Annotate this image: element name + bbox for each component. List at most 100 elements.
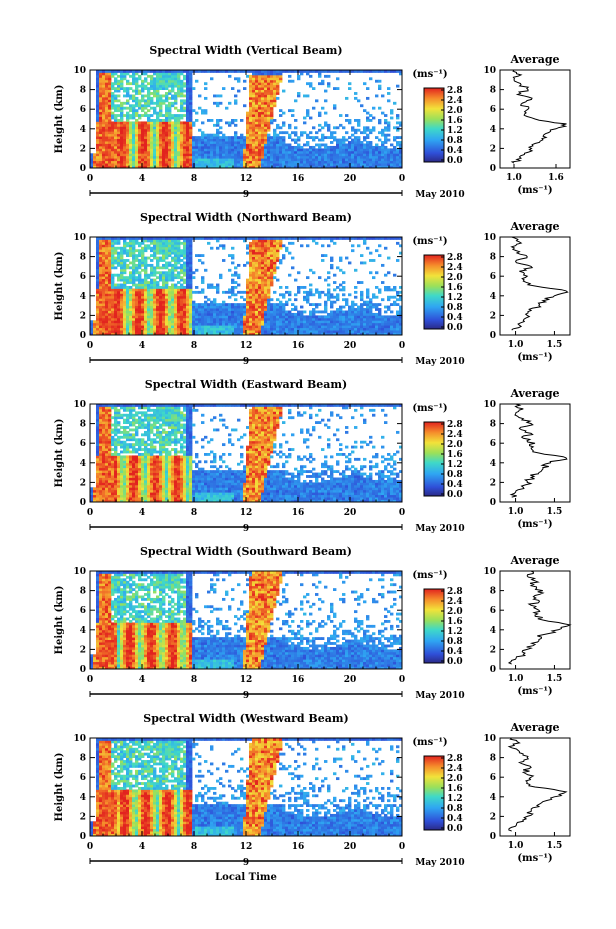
heatmap-cell [171,77,175,81]
heatmap-cell [249,325,253,329]
heatmap-cell [165,94,169,98]
heatmap-cell [348,325,352,329]
heatmap-cell [99,261,103,265]
heatmap-cell [366,143,370,147]
heatmap-cell [159,74,163,78]
heatmap-cell [321,315,325,319]
heatmap-cell [300,131,304,135]
heatmap-cell [114,239,118,243]
heatmap-cell [147,104,151,108]
heatmap-cell [189,158,193,162]
heatmap-cell [360,163,364,166]
heatmap-cell [141,286,145,289]
heatmap-cell [234,327,238,331]
heatmap-cell [138,84,142,88]
heatmap-cell [237,303,241,306]
heatmap-cell [126,332,130,336]
heatmap-cell [108,106,112,110]
heatmap-cell [210,148,214,152]
heatmap-cell [105,165,109,169]
heatmap-cell [186,261,190,265]
avg-x-tick-label: 1.0 [506,173,522,183]
heatmap-cell [135,114,139,117]
heatmap-cell [255,310,259,314]
heatmap-cell [120,116,124,120]
heatmap-cell [246,308,250,311]
heatmap-cell [120,119,124,122]
heatmap-cell [138,155,142,159]
heatmap-cell [225,143,229,147]
heatmap-cell [111,99,115,103]
heatmap-cell [117,330,121,333]
heatmap-cell [273,87,277,90]
heatmap-cell [240,317,244,321]
heatmap-cell [150,101,154,105]
heatmap-cell [303,237,307,240]
heatmap-cell [366,136,370,139]
heatmap-cell [132,165,136,169]
colorbar-tick-label: 2.8 [447,86,463,96]
heatmap-cell [120,160,124,164]
heatmap-cell [384,121,388,125]
heatmap-cell [267,126,271,130]
heatmap-cell [126,303,130,306]
heatmap-cell [330,305,334,309]
heatmap-cell [117,119,121,122]
heatmap-cell [159,158,163,162]
heatmap-cell [258,143,262,147]
heatmap-cell [168,74,172,78]
heatmap-cell [174,99,178,103]
heatmap-cell [183,298,187,302]
heatmap-cell [114,273,118,277]
heatmap-cell [264,84,268,88]
heatmap-cell [186,244,190,248]
heatmap-cell [138,237,142,240]
heatmap-cell [165,74,169,78]
heatmap-cell [144,126,148,130]
heatmap-cell [153,293,157,297]
heatmap-cell [291,131,295,135]
heatmap-cell [318,237,322,240]
heatmap-cell [177,315,181,319]
heatmap-cell [294,278,298,282]
heatmap-cell [186,160,190,164]
heatmap-cell [294,158,298,162]
heatmap-cell [156,256,160,260]
heatmap-cell [180,104,184,108]
heatmap-cell [225,332,229,336]
heatmap-cell [168,148,172,152]
heatmap-cell [240,119,244,122]
heatmap-cell [261,273,265,277]
heatmap-cell [120,283,124,287]
heatmap-cell [216,155,220,159]
heatmap-cell [159,155,163,159]
heatmap-cell [183,310,187,314]
heatmap-cell [279,74,283,78]
heatmap-cell [381,153,385,157]
heatmap-cell [330,237,334,240]
heatmap-cell [246,138,250,142]
heatmap-cell [255,249,259,253]
heatmap-cell [246,74,250,78]
heatmap-cell [321,126,325,130]
heatmap-cell [390,116,394,120]
heatmap-cell [291,325,295,329]
heatmap-cell [126,288,130,292]
heatmap-cell [237,150,241,154]
heatmap-cell [252,150,256,154]
heatmap-cell [279,332,283,336]
heatmap-cell [252,136,256,139]
heatmap-cell [102,101,106,105]
heatmap-cell [114,320,118,324]
heatmap-cell [189,263,193,267]
heatmap-cell [216,131,220,135]
heatmap-cell [144,106,148,110]
heatmap-cell [174,244,178,248]
heatmap-cell [114,261,118,265]
heatmap-cell [165,150,169,154]
heatmap-cell [189,123,193,127]
heatmap-cell [348,320,352,324]
heatmap-cell [249,281,253,284]
heatmap-cell [117,155,121,159]
heatmap-cell [186,308,190,311]
